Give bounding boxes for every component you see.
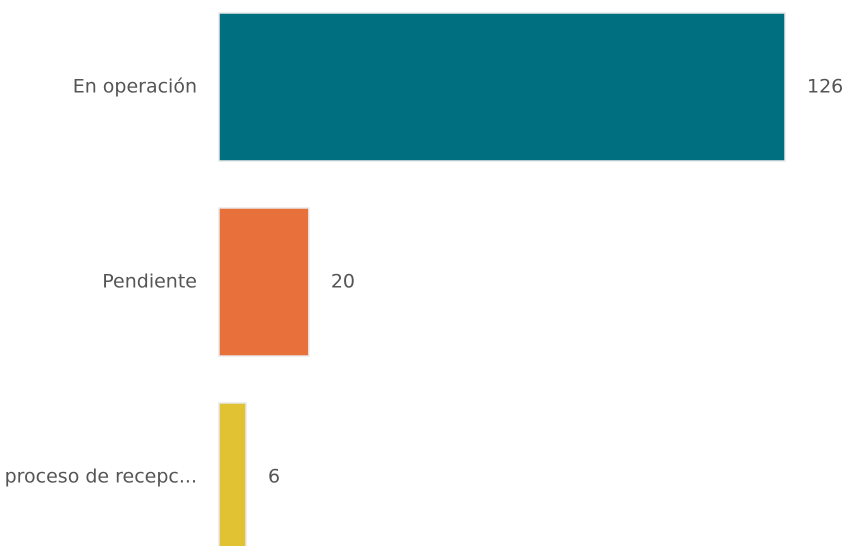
category-label: En proceso de recepc... <box>0 466 197 488</box>
value-label: 126 <box>807 76 843 98</box>
value-label: 20 <box>331 271 355 293</box>
bar <box>218 207 310 357</box>
category-label: Pendiente <box>102 271 197 293</box>
bar <box>218 12 786 162</box>
bar <box>218 402 247 546</box>
category-label: En operación <box>73 76 197 98</box>
value-label: 6 <box>268 466 280 488</box>
